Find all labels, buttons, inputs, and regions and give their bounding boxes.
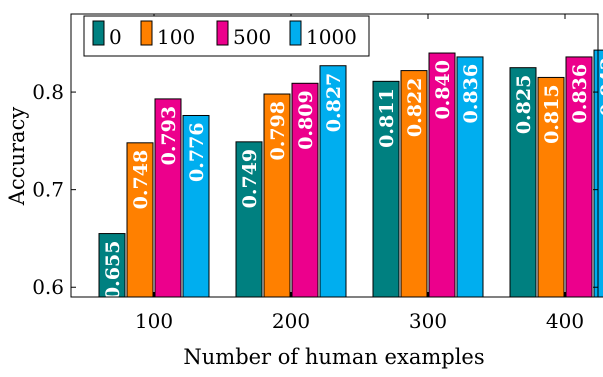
legend: 0 100 500 1000	[83, 15, 370, 57]
value-label-1000-100: 0.776	[186, 122, 208, 182]
bar-0-300	[372, 80, 400, 298]
value-label-500-300: 0.840	[432, 60, 454, 120]
value-labels-layer: 0.655 0.749 0.811 0.825 0.748 0.798 0.822 0.815…	[102, 57, 603, 300]
legend-swatch-500	[216, 20, 229, 46]
x-tick-label-400: 400	[546, 309, 584, 333]
bar-500-400	[565, 56, 593, 298]
value-label-500-200: 0.809	[295, 90, 317, 150]
legend-label-1000: 1000	[306, 25, 357, 49]
x-tick-label-200: 200	[272, 309, 310, 333]
value-label-1000-400: 0.843	[597, 57, 603, 117]
legend-label-0: 0	[109, 25, 122, 49]
bar-0-400	[509, 67, 537, 298]
bar-500-300	[428, 52, 456, 298]
value-label-0-300: 0.811	[376, 88, 398, 147]
bars-layer	[98, 49, 603, 298]
legend-swatch-1000	[289, 20, 302, 46]
legend-label-500: 500	[233, 25, 271, 49]
x-axis-label: Number of human examples	[183, 345, 484, 369]
value-label-1000-200: 0.827	[323, 73, 345, 133]
y-tick-label-0.8: 0.8	[32, 80, 64, 104]
y-tick-label-0.7: 0.7	[32, 178, 64, 202]
value-label-100-100: 0.748	[130, 150, 152, 210]
x-tick-label-300: 300	[409, 309, 447, 333]
value-label-0-100: 0.655	[102, 241, 124, 301]
value-label-0-200: 0.749	[239, 149, 261, 209]
bar-1000-200	[319, 65, 347, 298]
bar-500-200	[291, 82, 319, 298]
value-label-500-400: 0.836	[569, 64, 591, 123]
value-label-100-200: 0.798	[267, 101, 289, 161]
bar-100-400	[537, 76, 565, 298]
value-label-0-400: 0.825	[513, 75, 535, 135]
y-axis-label: Accuracy	[5, 107, 29, 207]
value-label-1000-300: 0.836	[460, 64, 482, 123]
bar-0-100	[98, 233, 126, 298]
plot-frame	[70, 13, 599, 298]
legend-swatch-0	[92, 20, 105, 46]
y-tick-label-0.6: 0.6	[32, 275, 64, 299]
legend-swatch-100	[140, 20, 153, 46]
bar-0-200	[235, 141, 263, 298]
value-label-500-100: 0.793	[158, 106, 180, 165]
x-tick-label-100: 100	[135, 309, 173, 333]
legend-label-100: 100	[157, 25, 195, 49]
bar-100-200	[263, 93, 291, 298]
value-label-100-400: 0.815	[541, 84, 563, 143]
value-label-100-300: 0.822	[404, 78, 426, 138]
axes-layer: 0.6 0.7 0.8 100 200 300 400	[32, 14, 598, 333]
